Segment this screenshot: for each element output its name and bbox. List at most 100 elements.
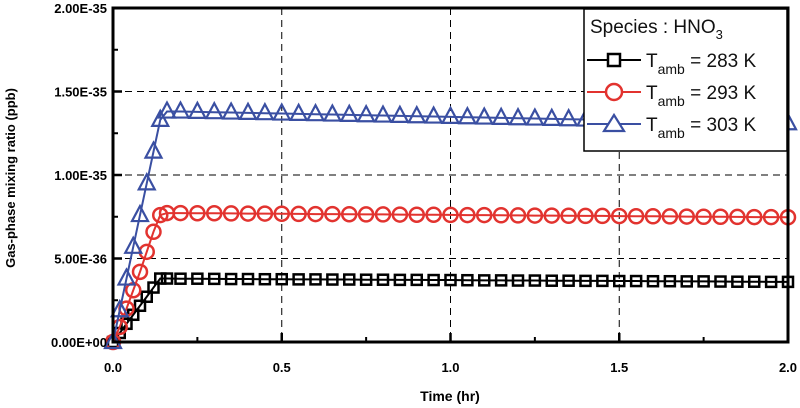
data-point-square [646, 274, 660, 288]
y-tick-label: 0.00E+00 [51, 335, 107, 350]
data-point-triangle [406, 104, 427, 124]
data-point-circle [425, 206, 442, 223]
y-axis-label: Gas-phase mixing ratio (ppb) [3, 88, 18, 268]
data-point-square [748, 275, 761, 288]
data-point-circle [509, 207, 527, 224]
legend-item: Tamb = 283 K [587, 51, 756, 77]
legend-label: Tamb = 303 K [646, 115, 756, 141]
data-point-circle [678, 208, 695, 225]
data-point-circle [374, 206, 392, 223]
data-point-triangle [116, 267, 137, 286]
data-point-circle [644, 207, 662, 225]
data-point-circle [577, 207, 594, 225]
data-point-circle [189, 204, 206, 222]
data-point-triangle [423, 105, 444, 124]
data-point-circle [290, 205, 307, 223]
data-point-circle [324, 205, 341, 223]
data-point-circle [543, 207, 560, 224]
data-point-circle [695, 208, 712, 225]
data-point-circle [152, 206, 169, 224]
data-point-circle [273, 205, 290, 222]
data-point-square [731, 275, 744, 288]
y-tick-label: 5.00E-36 [54, 252, 107, 267]
data-point-square [376, 273, 390, 286]
data-point-square [343, 273, 356, 286]
data-point-triangle [123, 235, 144, 254]
data-point-triangle [130, 203, 150, 223]
legend-item: Tamb = 293 K [587, 82, 756, 109]
data-point-circle [746, 208, 763, 226]
data-point-circle [172, 204, 189, 222]
x-tick-label: 0.0 [104, 360, 122, 375]
data-point-square [596, 274, 609, 288]
data-point-square [174, 272, 187, 285]
data-point-square [258, 272, 272, 286]
data-point-square [410, 273, 423, 287]
data-point-circle [391, 206, 409, 223]
data-point-triangle [109, 298, 130, 318]
data-point-triangle [170, 100, 191, 119]
data-point-square [147, 281, 160, 294]
data-point-square [629, 274, 643, 288]
data-point-triangle [305, 102, 326, 122]
y-tick-label: 2.00E-35 [54, 1, 107, 16]
data-point-square [224, 272, 238, 286]
data-point-square [663, 274, 677, 288]
x-tick-label: 2.0 [779, 360, 797, 375]
data-point-circle [594, 207, 611, 225]
data-point-circle [239, 205, 257, 222]
data-point-circle [357, 206, 375, 223]
data-point-triangle [187, 100, 208, 119]
data-point-triangle [525, 107, 545, 126]
data-point-circle [222, 205, 240, 222]
data-point-square [545, 274, 558, 287]
data-point-circle [712, 208, 729, 225]
series-circle [104, 204, 797, 351]
x-tick-label: 1.0 [441, 360, 459, 375]
data-point-square [208, 272, 221, 286]
data-point-circle [145, 223, 162, 241]
data-point-triangle [221, 101, 241, 120]
legend-label: Tamb = 283 K [646, 51, 756, 77]
data-point-circle [307, 205, 324, 223]
legend-circle-icon [604, 82, 624, 102]
data-point-circle [729, 208, 746, 226]
data-point-triangle [356, 103, 376, 123]
data-point-square [562, 274, 575, 287]
x-tick-label: 1.5 [610, 360, 628, 375]
data-point-square [613, 274, 626, 288]
data-point-square [160, 272, 174, 285]
data-point-circle [442, 206, 459, 224]
data-point-circle [560, 207, 577, 224]
data-point-circle [256, 205, 274, 222]
data-point-circle [131, 263, 149, 281]
x-axis-label: Time (hr) [420, 388, 480, 404]
data-point-square [511, 274, 525, 287]
data-point-circle [206, 204, 223, 222]
data-point-square [444, 273, 457, 287]
data-point-square [191, 272, 204, 285]
data-point-circle [762, 208, 780, 226]
data-point-square [697, 275, 710, 288]
data-point-triangle [491, 106, 511, 125]
data-point-square [133, 299, 147, 313]
data-point-triangle [204, 100, 225, 120]
data-point-triangle [143, 140, 164, 159]
legend-square-icon [606, 52, 622, 68]
data-point-square [140, 290, 153, 303]
data-point-square [309, 273, 322, 286]
data-point-circle [627, 207, 645, 225]
data-point-triangle [255, 101, 275, 121]
data-point-triangle [339, 103, 360, 122]
data-point-square [427, 273, 440, 287]
data-point-square [528, 274, 542, 287]
data-point-square [494, 274, 508, 287]
data-point-triangle [271, 102, 292, 121]
data-point-triangle [508, 106, 528, 126]
legend-title: Species : HNO3 [590, 17, 723, 42]
data-point-circle [459, 206, 476, 224]
series-line [112, 277, 788, 343]
data-point-triangle [474, 106, 495, 125]
ticks: 0.0 0.5 1.0 1.5 2.0 0.00E+00 5.00E-36 1.00E-35 1… [51, 1, 797, 375]
